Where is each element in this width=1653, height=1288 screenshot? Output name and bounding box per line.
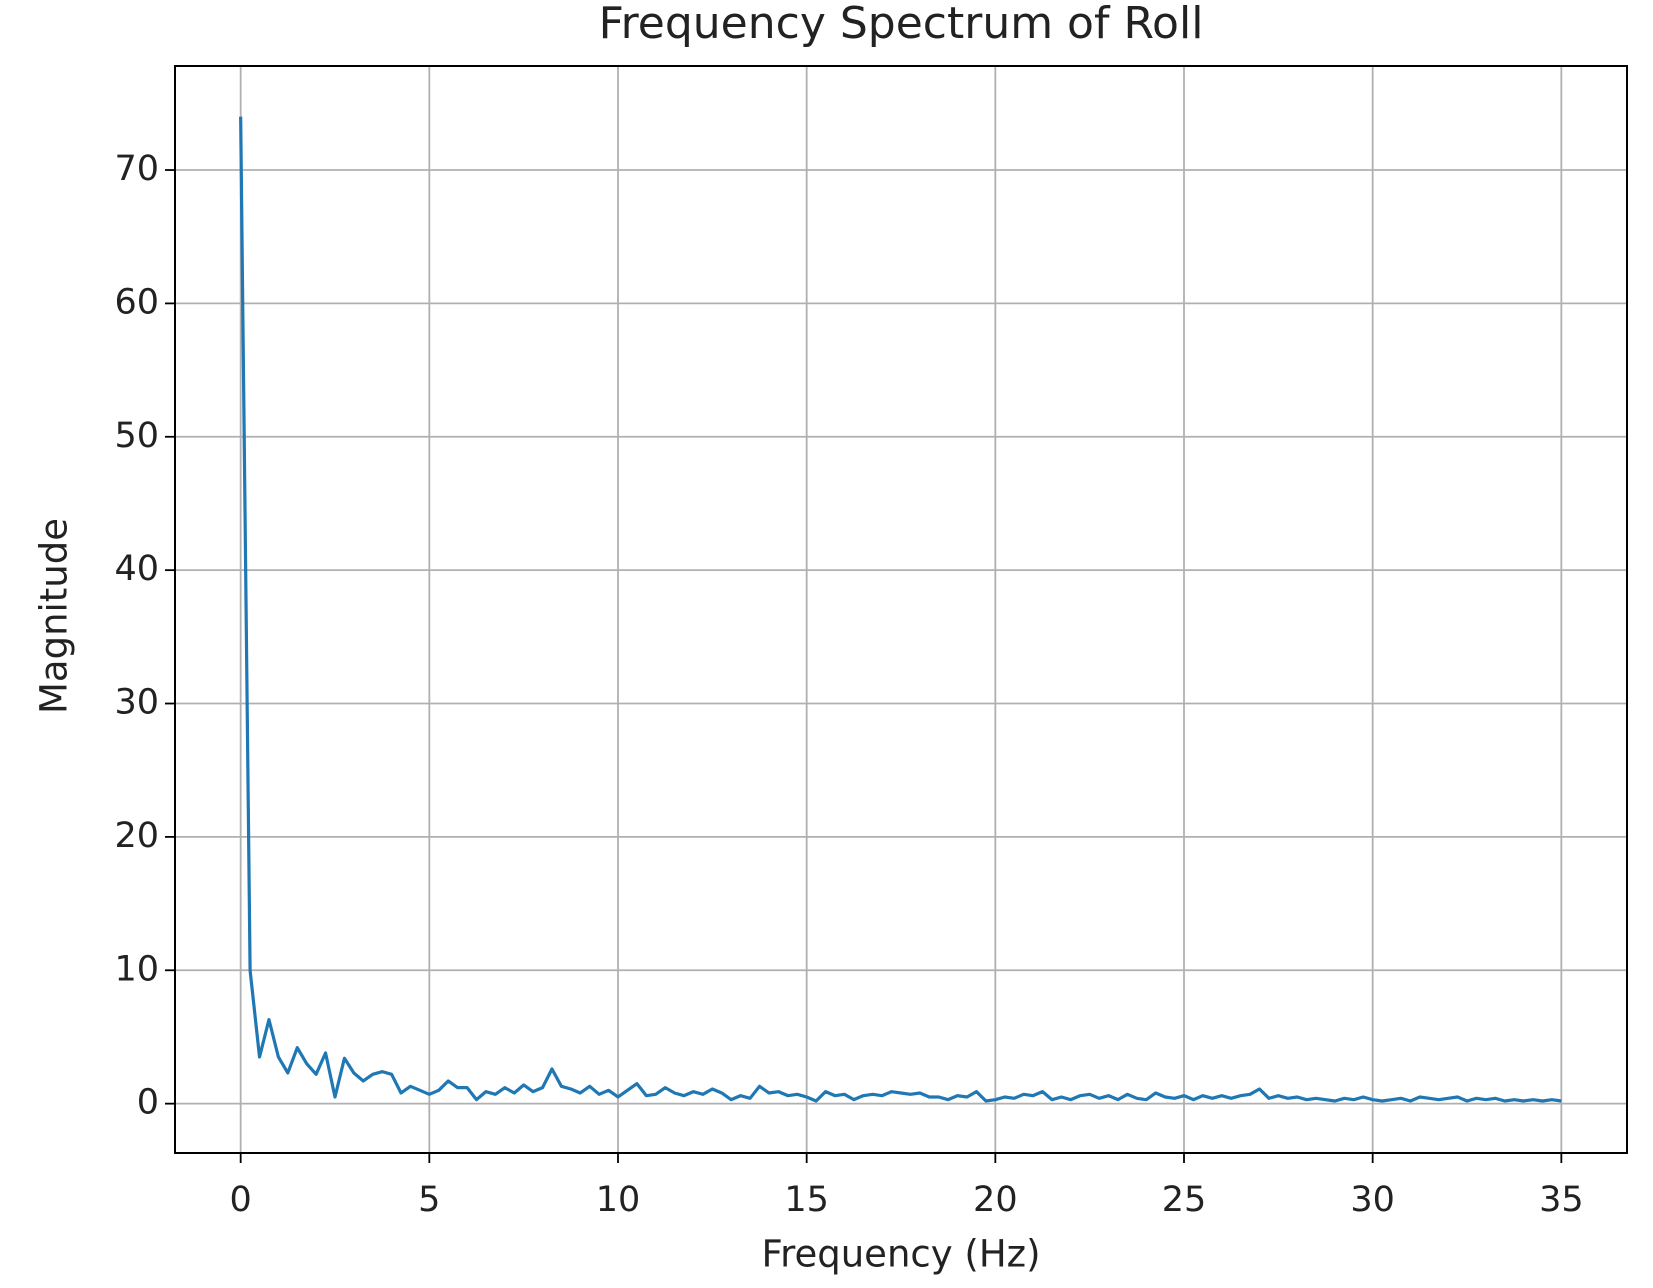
y-tick-label: 20 <box>114 816 159 856</box>
line-series <box>239 116 1562 1103</box>
y-tick-label: 70 <box>114 149 159 189</box>
x-tick-label: 15 <box>784 1180 829 1220</box>
plot-frame <box>174 65 1628 1154</box>
x-tick-label: 20 <box>973 1180 1018 1220</box>
x-tick-label: 25 <box>1162 1180 1207 1220</box>
x-tick-label: 0 <box>230 1180 252 1220</box>
y-tick-label: 10 <box>114 949 159 989</box>
y-tick-label: 50 <box>114 416 159 456</box>
y-axis-label: Magnitude <box>33 518 76 714</box>
x-tick-label: 5 <box>418 1180 440 1220</box>
y-tick-label: 40 <box>114 549 159 589</box>
y-tick-label: 0 <box>137 1083 159 1123</box>
x-axis-label: Frequency (Hz) <box>761 1233 1040 1276</box>
y-tick-label: 30 <box>114 683 159 723</box>
x-tick-label: 10 <box>596 1180 641 1220</box>
x-tick-label: 30 <box>1350 1180 1395 1220</box>
chart-title: Frequency Spectrum of Roll <box>599 0 1204 49</box>
x-tick-label: 35 <box>1539 1180 1584 1220</box>
y-tick-label: 60 <box>114 282 159 322</box>
